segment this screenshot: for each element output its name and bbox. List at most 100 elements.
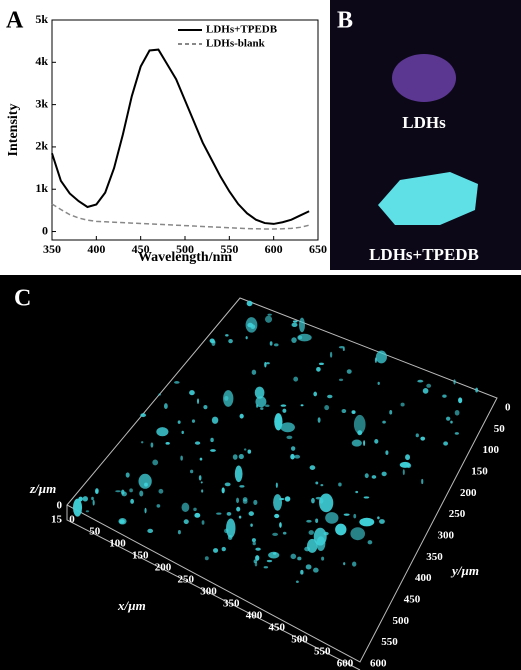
particle <box>402 469 405 476</box>
particle <box>421 478 424 485</box>
particle <box>216 512 222 515</box>
x-tick-label: 150 <box>132 550 149 562</box>
particle <box>475 387 479 393</box>
y-tick-label: 50 <box>494 423 506 435</box>
particle <box>72 498 83 517</box>
particle <box>350 527 366 541</box>
particle <box>204 556 209 561</box>
particle <box>274 413 283 431</box>
particle <box>255 547 261 551</box>
particle <box>346 369 352 374</box>
particle <box>125 472 130 478</box>
particle <box>238 454 244 460</box>
particle <box>180 455 183 461</box>
particle <box>442 394 447 398</box>
particle <box>315 481 319 485</box>
particle <box>317 417 321 423</box>
x-tick-label: 50 <box>89 526 101 538</box>
particle <box>298 317 306 333</box>
particle <box>364 473 369 479</box>
particle <box>297 333 312 342</box>
x-tick-label: 100 <box>109 538 126 550</box>
particle <box>265 404 270 408</box>
particle <box>194 441 201 445</box>
photo-b <box>330 0 521 270</box>
y-tick-label: 200 <box>460 487 477 499</box>
particle <box>352 561 357 567</box>
particle <box>242 497 248 502</box>
particle <box>253 559 258 564</box>
particle <box>210 437 214 443</box>
caption: LDHs <box>402 113 446 132</box>
particle <box>224 395 229 401</box>
x-tick-label: 600 <box>265 242 283 256</box>
x-tick-label: 650 <box>309 242 327 256</box>
series-line <box>51 203 310 230</box>
panel-label: A <box>6 8 24 34</box>
particle <box>129 488 133 493</box>
particle <box>282 408 287 413</box>
y-tick-label: 150 <box>471 466 488 478</box>
particle <box>290 446 296 451</box>
x-tick-label: 300 <box>200 586 217 598</box>
particle <box>236 506 241 512</box>
particle <box>313 567 319 573</box>
particle <box>201 520 205 525</box>
render-box <box>66 505 361 670</box>
particle <box>363 440 366 446</box>
particle <box>199 457 203 461</box>
y-tick-label: 300 <box>438 530 455 542</box>
particle <box>282 531 287 535</box>
particle <box>236 497 240 504</box>
y-tick-label: 600 <box>370 658 387 670</box>
x-tick-label: 350 <box>43 242 61 256</box>
particle <box>177 529 181 535</box>
y-tick-label: 400 <box>415 572 432 584</box>
x-tick-label: 550 <box>314 646 331 658</box>
particle <box>152 459 159 466</box>
particle <box>353 414 366 434</box>
particle <box>371 475 377 479</box>
particle <box>95 488 99 494</box>
particle <box>247 322 254 328</box>
particle <box>351 410 356 414</box>
particle <box>389 409 393 415</box>
particle <box>158 488 164 494</box>
particle <box>183 519 189 525</box>
particle <box>343 513 350 516</box>
particle <box>300 569 304 575</box>
y-tick-label: 0 <box>505 402 511 414</box>
particle <box>158 393 161 396</box>
particle <box>454 409 460 416</box>
particle <box>375 350 387 364</box>
particle <box>191 419 196 423</box>
x-tick-label: 200 <box>155 562 172 574</box>
x-tick-label: 0 <box>69 514 75 526</box>
particle <box>275 482 278 488</box>
particle <box>264 361 267 368</box>
legend-label: LDHs-blank <box>206 38 266 50</box>
particle <box>379 519 385 524</box>
x-tick-label: 400 <box>246 610 263 622</box>
y-tick-label: 500 <box>393 615 410 627</box>
particle <box>363 496 370 499</box>
particle <box>251 369 257 375</box>
plot-frame <box>51 19 319 241</box>
particle <box>374 439 379 444</box>
particle <box>351 439 362 447</box>
particle <box>357 430 363 436</box>
axis-title: z/µm <box>29 481 56 496</box>
particle <box>280 404 287 407</box>
particle <box>85 510 90 513</box>
particle <box>400 402 405 407</box>
cyan-sample <box>378 172 478 225</box>
particle <box>318 362 324 366</box>
particle <box>359 517 375 527</box>
y-tick-label: 5k <box>35 12 48 26</box>
particle <box>190 469 194 474</box>
y-tick-label: 2k <box>35 139 48 153</box>
particle <box>385 450 389 455</box>
particle <box>225 334 229 337</box>
particle <box>211 416 219 424</box>
particle <box>232 454 238 460</box>
